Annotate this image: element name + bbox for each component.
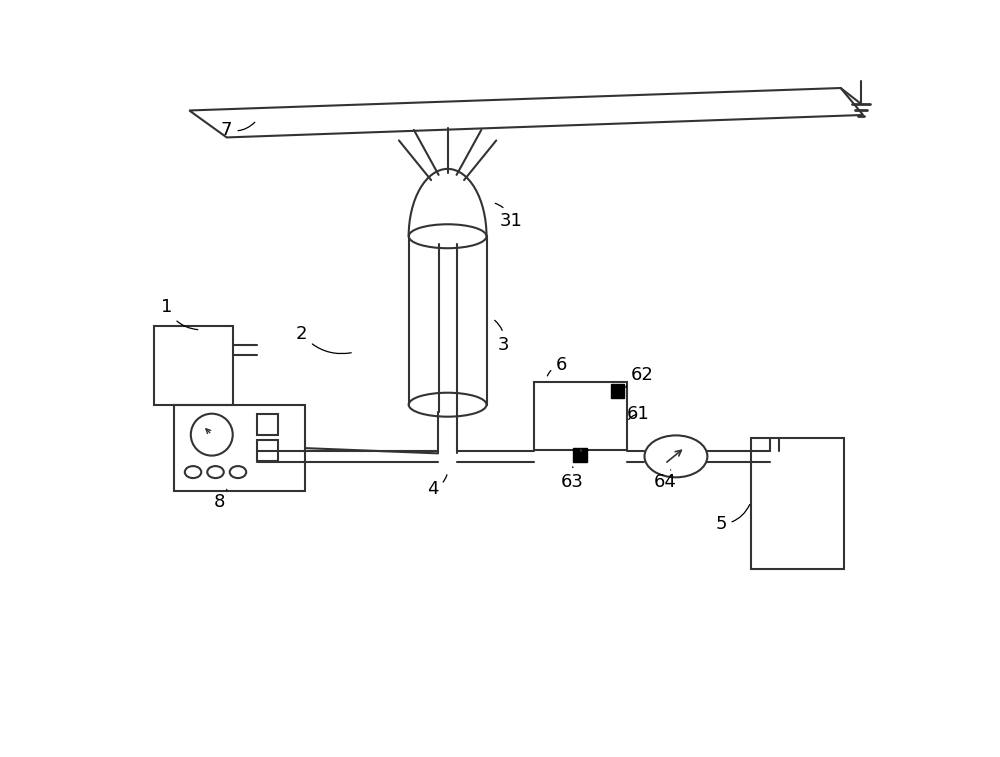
Text: 6: 6 — [547, 356, 567, 376]
Bar — [534, 382, 627, 450]
Text: 61: 61 — [627, 406, 650, 423]
Bar — [611, 385, 624, 398]
Bar — [174, 405, 305, 491]
Bar — [573, 448, 587, 462]
Bar — [257, 414, 278, 435]
Text: 31: 31 — [495, 204, 523, 230]
Bar — [257, 440, 278, 461]
Text: 4: 4 — [427, 475, 447, 497]
Text: 5: 5 — [715, 505, 750, 534]
Text: 63: 63 — [561, 467, 584, 491]
Text: 64: 64 — [653, 470, 676, 491]
Text: 8: 8 — [214, 489, 227, 511]
Text: 62: 62 — [626, 366, 654, 388]
Bar — [751, 438, 844, 569]
Text: 1: 1 — [161, 298, 198, 329]
Bar — [154, 326, 233, 405]
Text: 2: 2 — [296, 325, 351, 354]
Text: 3: 3 — [495, 320, 509, 354]
Text: 7: 7 — [221, 121, 255, 139]
